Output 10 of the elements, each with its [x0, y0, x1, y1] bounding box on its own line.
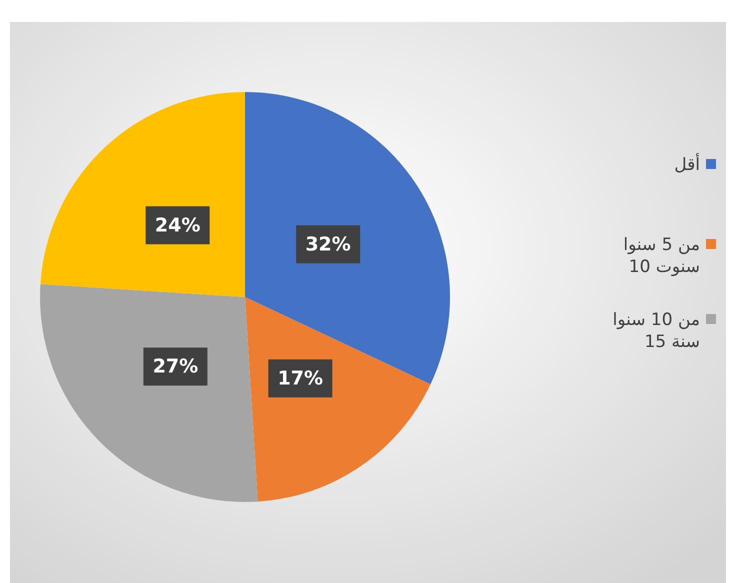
pie-slice — [40, 284, 258, 502]
legend-label: أقل — [674, 153, 700, 175]
data-label: 27% — [152, 356, 198, 378]
data-label: 17% — [278, 367, 324, 390]
data-label: 24% — [154, 214, 200, 236]
legend-label: من 5 سنوا 10 سنوت — [623, 235, 700, 277]
pie-slice — [245, 92, 450, 384]
legend-label: من 10 سنوا 15 سنة — [612, 310, 700, 352]
pie-slice — [40, 92, 245, 297]
data-label: 32% — [305, 233, 351, 256]
